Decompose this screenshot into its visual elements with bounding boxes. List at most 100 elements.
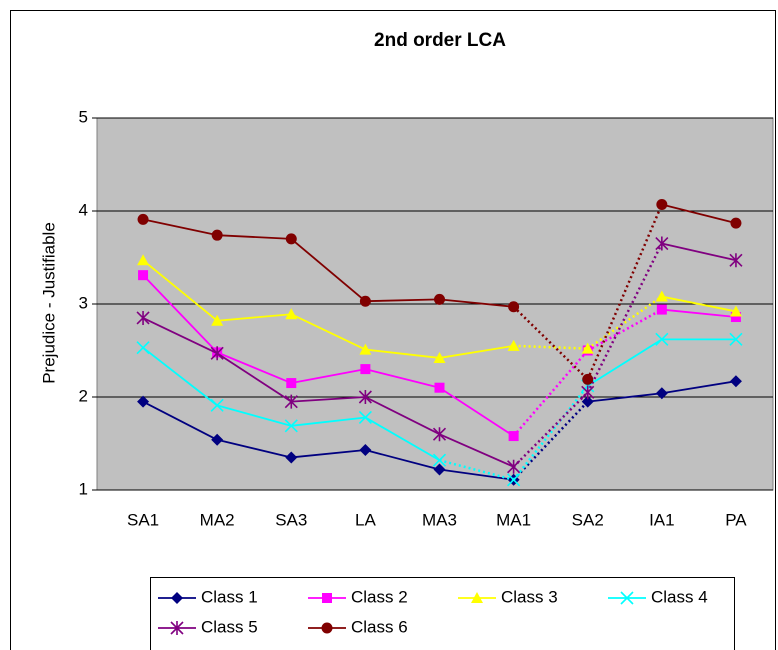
line-segment — [661, 295, 737, 313]
line-segment — [661, 308, 737, 318]
point — [137, 254, 150, 266]
legend-label: Class 1 — [201, 587, 258, 606]
legend-marker — [321, 622, 333, 634]
point — [730, 312, 741, 323]
line-segment — [290, 313, 366, 351]
y-tick-label: 3 — [79, 293, 88, 312]
legend-label: Class 5 — [201, 617, 258, 636]
point — [359, 295, 371, 307]
line-segment — [661, 380, 737, 395]
x-tick-label: SA2 — [572, 510, 604, 529]
line-segment — [216, 404, 292, 427]
point — [729, 305, 742, 317]
line-segment — [142, 346, 218, 407]
legend-marker — [170, 621, 184, 635]
x-tick-label: LA — [355, 510, 376, 529]
legend-label: Class 4 — [651, 587, 708, 606]
chart-title: 2nd order LCA — [374, 30, 506, 51]
line-segment — [512, 349, 589, 437]
legend-label: Class 2 — [351, 587, 408, 606]
line-segment — [512, 305, 589, 381]
line-segment — [142, 274, 218, 353]
line-segment — [216, 352, 292, 403]
point — [508, 431, 519, 442]
point — [137, 213, 149, 225]
point — [432, 427, 447, 442]
y-tick-label: 4 — [79, 200, 88, 219]
line-segment — [439, 298, 514, 308]
x-tick-label: PA — [725, 510, 747, 529]
line-segment — [439, 344, 514, 359]
point — [507, 459, 521, 474]
point — [581, 385, 595, 400]
legend-marker — [620, 591, 634, 605]
point — [655, 387, 668, 400]
line-segment — [291, 396, 366, 403]
x-tick-label: IA1 — [649, 510, 675, 529]
line-segment — [365, 348, 440, 359]
point — [656, 198, 668, 210]
line-segment — [365, 298, 440, 303]
line-segment — [661, 203, 737, 224]
line-segment — [587, 338, 663, 387]
point — [434, 382, 445, 393]
line-segment — [587, 392, 662, 403]
point — [284, 394, 298, 409]
point — [432, 453, 447, 467]
point — [655, 332, 669, 346]
line-segment — [142, 317, 218, 355]
y-axis-label: Prejudice - Justifiable — [39, 222, 58, 384]
legend-marker — [322, 593, 332, 603]
x-tick-label: MA2 — [200, 510, 235, 529]
line-segment — [586, 204, 663, 380]
point — [729, 375, 742, 388]
legend-label: Class 3 — [501, 587, 558, 606]
point — [360, 364, 371, 375]
point — [136, 341, 150, 355]
legend-marker — [471, 592, 483, 603]
point — [434, 293, 445, 305]
x-tick-label: MA1 — [496, 510, 531, 529]
x-tick-label: MA3 — [422, 510, 457, 529]
point — [136, 310, 150, 325]
point — [211, 433, 224, 446]
point — [581, 395, 594, 408]
point — [433, 351, 446, 363]
line-segment — [364, 396, 440, 436]
point — [285, 451, 298, 464]
point — [211, 314, 224, 326]
legend-label: Class 6 — [351, 617, 408, 636]
x-tick-label: SA3 — [275, 510, 307, 529]
line-segment — [290, 238, 366, 302]
point — [285, 308, 298, 320]
point — [729, 253, 743, 268]
point — [210, 346, 224, 361]
line-segment — [216, 351, 292, 384]
point — [285, 233, 297, 245]
line-segment — [439, 433, 514, 468]
line-segment — [291, 368, 366, 384]
line-segment — [142, 400, 218, 441]
point — [286, 378, 297, 389]
x-tick-label: SA1 — [127, 510, 159, 529]
point — [210, 398, 224, 412]
point — [729, 332, 743, 346]
point — [656, 304, 667, 315]
line-segment — [439, 386, 515, 437]
point — [138, 270, 149, 281]
line-segment — [142, 218, 218, 237]
point — [358, 410, 372, 425]
point — [433, 463, 446, 476]
legend — [150, 577, 735, 650]
y-tick-label: 5 — [79, 107, 88, 126]
line-segment — [291, 416, 366, 427]
line-segment — [439, 468, 514, 481]
point — [508, 301, 520, 313]
line-segment — [513, 344, 588, 350]
point — [211, 229, 223, 241]
line-segment — [587, 308, 663, 352]
point — [655, 290, 668, 302]
line-segment — [587, 295, 663, 350]
point — [359, 343, 372, 355]
